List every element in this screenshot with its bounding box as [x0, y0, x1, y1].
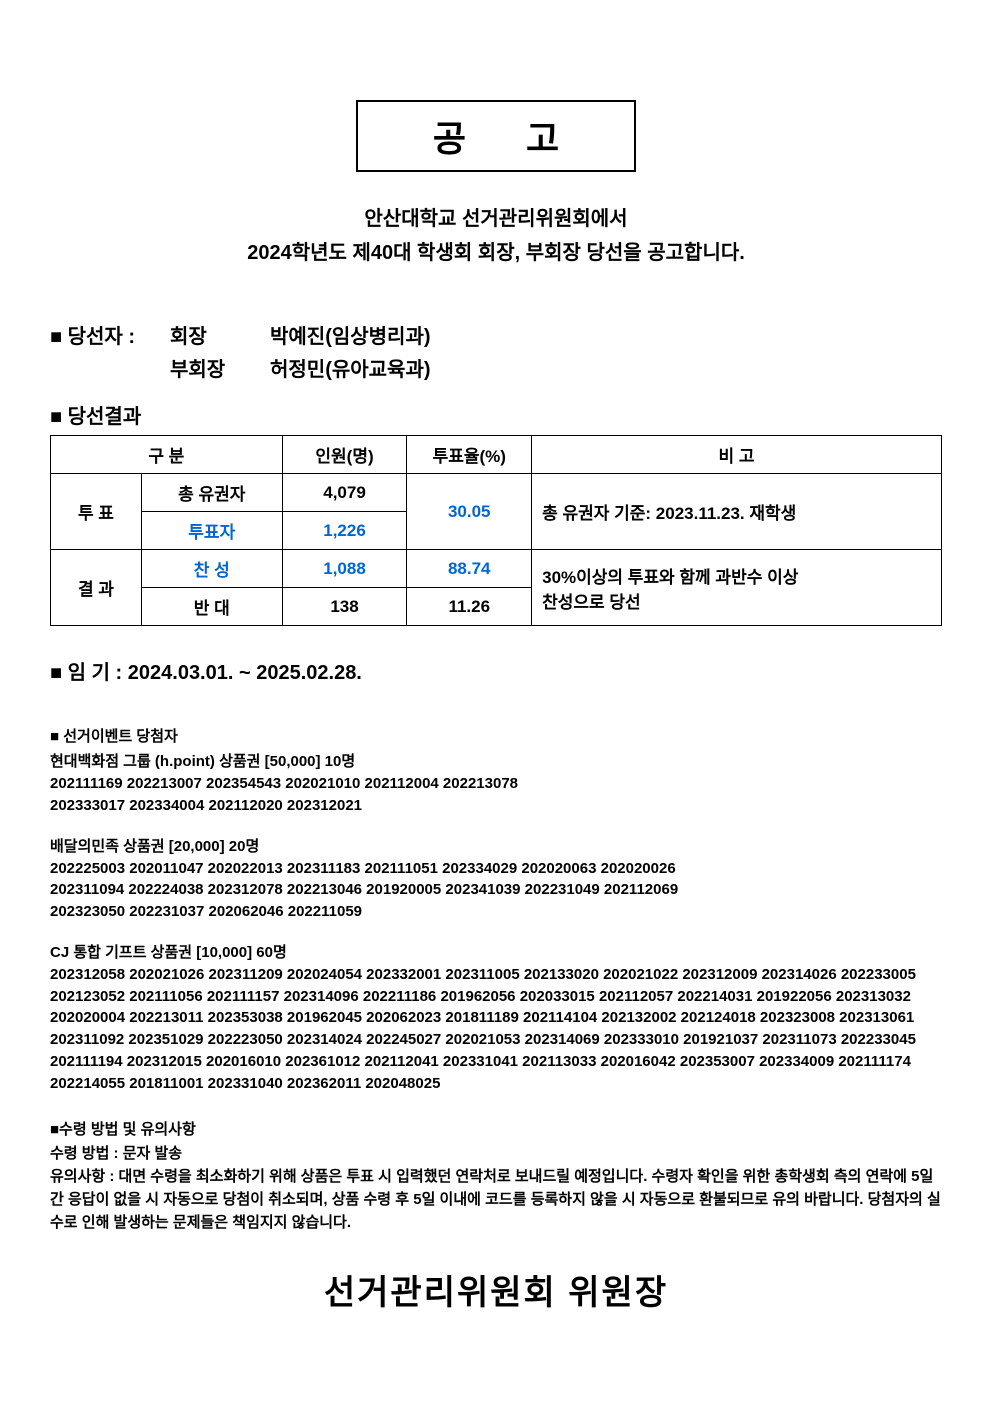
intro-line-2: 2024학년도 제40대 학생회 회장, 부회장 당선을 공고합니다. — [50, 236, 942, 270]
prize3-numbers: 202312058 202021026 202311209 202024054 … — [50, 964, 942, 1095]
intro-line-1: 안산대학교 선거관리위원회에서 — [50, 202, 942, 236]
col-rate: 투표율(%) — [407, 436, 532, 474]
result-heading: ■ 당선결과 — [50, 400, 942, 429]
turnout-count: 1,226 — [282, 512, 407, 550]
president-role: 회장 — [170, 320, 250, 349]
term-text: ■ 임 기 : 2024.03.01. ~ 2025.02.28. — [50, 656, 942, 685]
result-label: 결 과 — [51, 550, 142, 626]
vice-name: 허정민(유아교육과) — [270, 353, 431, 382]
result-remark-2: 찬성으로 당선 — [542, 593, 641, 612]
no-label: 반 대 — [141, 588, 282, 626]
pickup-heading: ■수령 방법 및 유의사항 — [50, 1118, 942, 1141]
total-voter-label: 총 유권자 — [141, 474, 282, 512]
vote-label: 투 표 — [51, 474, 142, 550]
table-row: 투 표 총 유권자 4,079 30.05 총 유권자 기준: 2023.11.… — [51, 474, 942, 512]
event-heading: ■ 선거이벤트 당첨자 — [50, 725, 942, 746]
col-count: 인원(명) — [282, 436, 407, 474]
prize1-title: 현대백화점 그룹 (h.point) 상품권 [50,000] 10명 — [50, 750, 942, 771]
elected-heading: ■ 당선자 : — [50, 320, 170, 349]
turnout-label: 투표자 — [141, 512, 282, 550]
no-rate: 11.26 — [407, 588, 532, 626]
pickup-notice: 유의사항 : 대면 수령을 최소화하기 위해 상품은 투표 시 입력했던 연락처… — [50, 1165, 942, 1235]
elected-section: ■ 당선자 : 회장 박예진(임상병리과) 부회장 허정민(유아교육과) — [50, 320, 942, 382]
prize3-title: CJ 통합 기프트 상품권 [10,000] 60명 — [50, 941, 942, 962]
notice-box: 공고 — [356, 100, 636, 172]
yes-count: 1,088 — [282, 550, 407, 588]
table-header-row: 구 분 인원(명) 투표율(%) 비 고 — [51, 436, 942, 474]
result-table: 구 분 인원(명) 투표율(%) 비 고 투 표 총 유권자 4,079 30.… — [50, 435, 942, 626]
yes-rate: 88.74 — [407, 550, 532, 588]
result-remark-1: 30%이상의 투표와 함께 과반수 이상 — [542, 568, 798, 587]
col-remark: 비 고 — [532, 436, 942, 474]
prize2-numbers: 202225003 202011047 202022013 202311183 … — [50, 858, 690, 923]
turnout-rate: 30.05 — [407, 474, 532, 550]
president-name: 박예진(임상병리과) — [270, 320, 431, 349]
no-count: 138 — [282, 588, 407, 626]
prize1-numbers: 202111169 202213007 202354543 202021010 … — [50, 773, 530, 817]
vice-role: 부회장 — [170, 353, 250, 382]
col-category: 구 분 — [51, 436, 283, 474]
pickup-section: ■수령 방법 및 유의사항 수령 방법 : 문자 발송 유의사항 : 대면 수령… — [50, 1118, 942, 1234]
footer-title: 선거관리위원회 위원장 — [50, 1265, 942, 1314]
prize2-title: 배달의민족 상품권 [20,000] 20명 — [50, 835, 942, 856]
vote-remark: 총 유권자 기준: 2023.11.23. 재학생 — [532, 474, 942, 550]
result-remark: 30%이상의 투표와 함께 과반수 이상 찬성으로 당선 — [532, 550, 942, 626]
total-voter-count: 4,079 — [282, 474, 407, 512]
intro-text: 안산대학교 선거관리위원회에서 2024학년도 제40대 학생회 회장, 부회장… — [50, 202, 942, 270]
pickup-method: 수령 방법 : 문자 발송 — [50, 1142, 942, 1165]
yes-label: 찬 성 — [141, 550, 282, 588]
table-row: 결 과 찬 성 1,088 88.74 30%이상의 투표와 함께 과반수 이상… — [51, 550, 942, 588]
